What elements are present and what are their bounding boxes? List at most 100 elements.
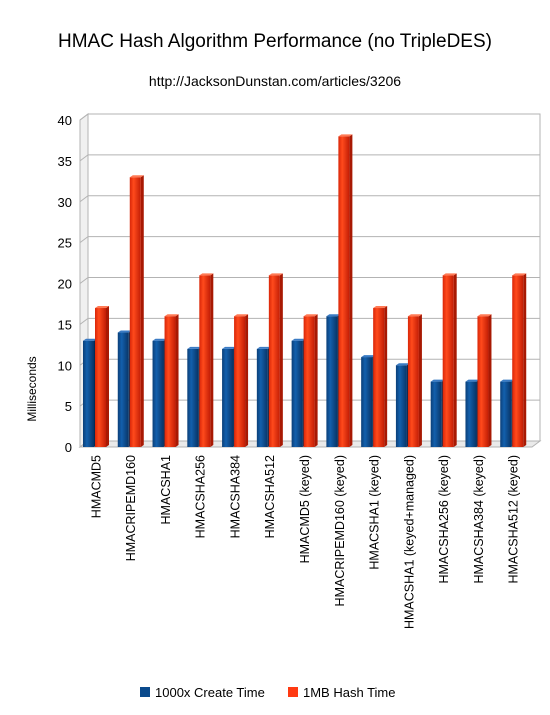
bar-top (465, 379, 480, 382)
bar (152, 338, 167, 447)
x-tick-label: HMACMD5 (89, 455, 103, 518)
bar (442, 273, 457, 447)
bar-top (117, 330, 132, 333)
bar-top (430, 379, 445, 382)
bar-top (268, 273, 283, 276)
bar (373, 306, 388, 447)
bar-top (477, 314, 492, 317)
y-tick-label: 5 (65, 399, 72, 414)
bar-front (361, 357, 373, 447)
bar-top (303, 314, 318, 317)
bar-top (395, 363, 410, 366)
y-tick-label: 10 (58, 358, 72, 373)
x-tick-label: HMACSHA1 (keyed) (368, 455, 382, 570)
bar (500, 379, 515, 447)
bar-top (129, 175, 144, 178)
bar (222, 346, 237, 447)
bar-front (129, 177, 141, 447)
x-tick-label: HMACMD5 (keyed) (298, 455, 312, 563)
bar-top (234, 314, 249, 317)
bar-side (453, 273, 457, 447)
y-axis-label: Milliseconds (25, 356, 39, 421)
bar (303, 314, 318, 447)
bar (268, 273, 283, 447)
bar-front (256, 348, 268, 447)
bar (407, 314, 422, 447)
gridline-side (79, 195, 89, 203)
y-tick-label: 0 (65, 440, 72, 455)
y-tick-label: 40 (58, 113, 72, 128)
bar-front (338, 136, 350, 447)
bar-front (152, 340, 164, 447)
legend-swatch-hash-time (288, 687, 298, 697)
bar-front (83, 340, 94, 447)
legend: 1000x Create Time 1MB Hash Time (140, 685, 395, 700)
bar-front (373, 308, 385, 447)
bar-front (303, 316, 315, 447)
bar-side (523, 273, 527, 447)
bar-side (418, 314, 422, 447)
bar-front (234, 316, 246, 447)
y-axis-ticks: 0 5 10 15 20 25 30 35 40 (58, 113, 72, 455)
bar-top (256, 346, 271, 349)
bar (95, 306, 109, 447)
bar-side (140, 175, 144, 447)
bar-top (199, 273, 214, 276)
bar (477, 314, 492, 447)
bar (129, 175, 144, 447)
gridline-side (79, 277, 89, 284)
bar-front (164, 316, 176, 447)
bar-front (222, 348, 234, 447)
bar-front (199, 275, 211, 447)
bar-side (175, 314, 179, 447)
x-tick-label: HMACSHA1 (159, 455, 173, 525)
bar-top (442, 273, 457, 276)
bar (512, 273, 527, 447)
bar-front (95, 308, 106, 447)
bar (395, 363, 410, 447)
bar (164, 314, 179, 447)
bar (234, 314, 249, 447)
x-tick-label: HMACSHA512 (263, 455, 277, 538)
bar-side (245, 314, 249, 447)
bar (187, 346, 202, 447)
bar (256, 346, 271, 447)
x-tick-label: HMACSHA512 (keyed) (507, 455, 521, 584)
bar-top (338, 134, 353, 137)
bar-front (442, 275, 454, 447)
bar-front (477, 316, 489, 447)
bar (465, 379, 480, 447)
x-tick-label: HMACRIPEMD160 (124, 455, 138, 561)
bar-top (222, 346, 237, 349)
chart-title: HMAC Hash Algorithm Performance (no Trip… (58, 31, 492, 52)
x-axis-labels: HMACMD5 HMACRIPEMD160 HMACSHA1 HMACSHA256 HM… (89, 455, 520, 629)
bar (291, 338, 306, 447)
x-tick-label: HMACSHA256 (194, 455, 208, 538)
x-tick-label: HMACSHA384 (keyed) (472, 455, 486, 584)
bar-top (361, 355, 376, 358)
bar (361, 355, 376, 447)
bar-top (187, 346, 202, 349)
bar (338, 134, 353, 447)
y-tick-label: 15 (58, 317, 72, 332)
bar-side (106, 306, 109, 447)
x-tick-label: HMACSHA256 (keyed) (437, 455, 451, 584)
gridline-side (79, 236, 89, 244)
bar-front (465, 381, 477, 447)
bar-side (488, 314, 492, 447)
bars (83, 134, 527, 447)
bar-top (164, 314, 179, 317)
x-tick-label: HMACRIPEMD160 (keyed) (333, 455, 347, 606)
bar-front (187, 348, 199, 447)
x-tick-label: HMACSHA384 (228, 455, 242, 538)
y-tick-label: 20 (58, 277, 72, 292)
bar (326, 314, 341, 447)
y-tick-label: 35 (58, 154, 72, 169)
bar-front (500, 381, 512, 447)
chart-subtitle: http://JacksonDunstan.com/articles/3206 (149, 73, 401, 89)
bar-top (512, 273, 527, 276)
bar-front (407, 316, 419, 447)
bar (430, 379, 445, 447)
bar-top (95, 306, 109, 309)
